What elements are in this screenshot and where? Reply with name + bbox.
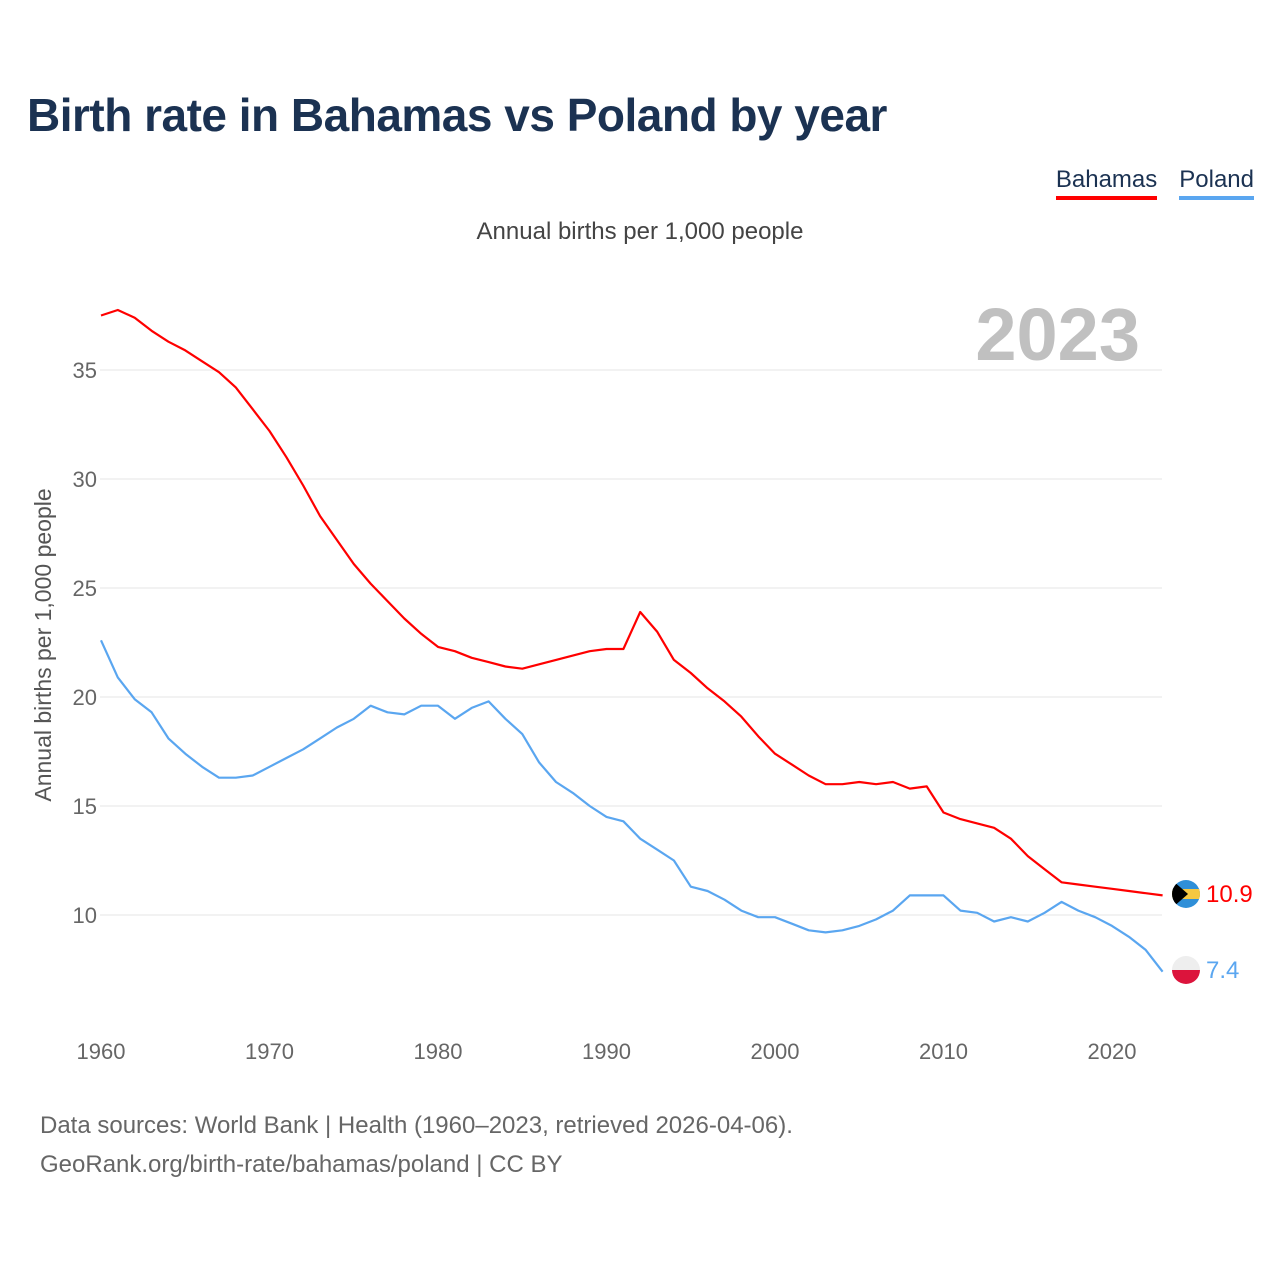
y-tick-label: 30 <box>73 467 97 492</box>
source-link[interactable]: GeoRank.org/birth-rate/bahamas/poland | … <box>40 1151 563 1178</box>
series-line-poland <box>99 639 1164 973</box>
x-tick-label: 2000 <box>751 1039 800 1064</box>
data-source: Data sources: World Bank | Health (1960–… <box>40 1112 793 1139</box>
bahamas-flag-icon <box>1172 880 1200 908</box>
year-label: 2023 <box>975 293 1140 376</box>
x-tick-label: 1970 <box>245 1039 294 1064</box>
legend: Bahamas Poland <box>1055 166 1254 200</box>
x-tick-label: 1990 <box>582 1039 631 1064</box>
x-tick-label: 2020 <box>1088 1039 1137 1064</box>
end-label-poland: 7.4 <box>1206 957 1239 984</box>
chart-title: Birth rate in Bahamas vs Poland by year <box>27 89 887 141</box>
chart-subtitle: Annual births per 1,000 people <box>476 218 804 245</box>
series-line-bahamas <box>100 308 1163 897</box>
legend-item-poland[interactable]: Poland <box>1179 166 1254 200</box>
x-tick-label: 1980 <box>414 1039 463 1064</box>
x-tick-label: 2010 <box>919 1039 968 1064</box>
y-axis-label: Annual births per 1,000 people <box>30 488 56 801</box>
y-tick-label: 35 <box>73 358 97 383</box>
x-tick-label: 1960 <box>77 1039 126 1064</box>
y-tick-label: 25 <box>73 576 97 601</box>
y-tick-label: 10 <box>73 903 97 928</box>
y-tick-label: 15 <box>73 794 97 819</box>
legend-item-bahamas[interactable]: Bahamas <box>1055 166 1158 200</box>
y-tick-label: 20 <box>73 685 97 710</box>
end-label-bahamas: 10.9 <box>1206 881 1253 908</box>
footer: Data sources: World Bank | Health (1960–… <box>40 1106 793 1184</box>
poland-flag-icon <box>1172 956 1200 984</box>
